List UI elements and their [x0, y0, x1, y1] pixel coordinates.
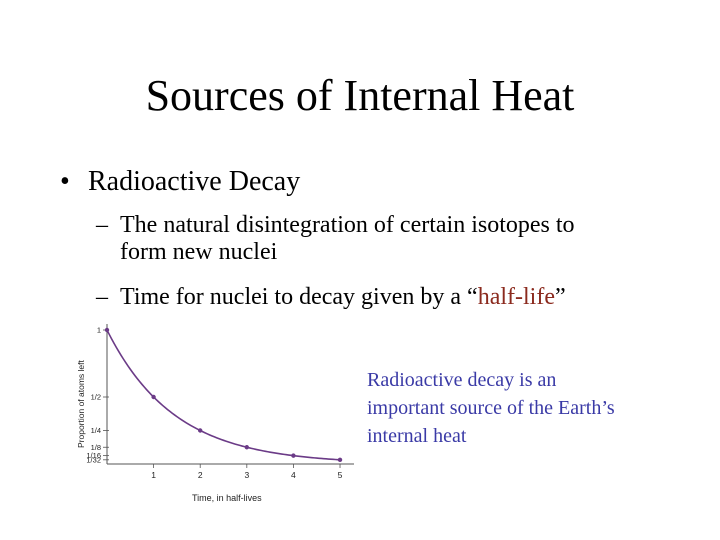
x-tick-label: 5	[338, 470, 343, 480]
subbullet-marker: –	[96, 284, 108, 310]
subbullet-text-line2: form new nuclei	[120, 239, 278, 265]
chart-ticks: 1 1/2 1/4 1/81/161/32 1 2 3 4 5	[86, 326, 342, 481]
subbullet-text-end: ”	[554, 284, 566, 310]
slide-title: Sources of Internal Heat	[145, 71, 575, 120]
y-tick-label: 1/32	[86, 455, 101, 464]
subbullet-text: Time for nuclei to decay given by a “	[120, 284, 478, 310]
subbullet-text-line1: The natural disintegration of certain is…	[120, 212, 575, 238]
bullet-text: Radioactive Decay	[88, 166, 301, 197]
data-point	[337, 457, 343, 463]
y-tick-label: 1	[97, 326, 101, 335]
data-point	[151, 394, 156, 400]
x-tick-label: 1	[151, 470, 156, 480]
data-point	[291, 453, 296, 458]
x-tick-label: 2	[198, 470, 203, 480]
data-point	[244, 445, 250, 450]
bullet-marker: •	[60, 166, 70, 197]
bullet-radioactive-decay: • Radioactive Decay	[60, 165, 300, 199]
x-tick-label: 4	[291, 470, 296, 480]
y-tick-label: 1/4	[91, 426, 101, 435]
data-point	[198, 428, 203, 433]
y-axis-label: Proportion of atoms left	[76, 359, 86, 448]
x-axis-label: Time, in half-lives	[192, 493, 262, 503]
y-tick-label: 1/2	[91, 393, 101, 402]
decay-curve	[106, 329, 341, 461]
half-life-term: half-life	[477, 284, 555, 310]
y-tick-label: 1/16	[86, 451, 101, 460]
half-life-decay-chart: 1 1/2 1/4 1/81/161/32 1 2 3 4 5 Time, in half-li…	[76, 324, 354, 503]
x-tick-label: 3	[244, 470, 249, 480]
chart-axes	[106, 324, 354, 465]
data-points	[104, 327, 343, 463]
subbullet-disintegration: – The natural disintegration of certain i…	[96, 212, 696, 266]
y-tick-label: 1/8	[91, 443, 101, 452]
subbullet-half-life: – Time for nuclei to decay given by a “ha…	[96, 284, 696, 311]
data-point	[104, 327, 110, 333]
callout-note: Radioactive decay is an important source…	[367, 369, 615, 447]
subbullet-marker: –	[96, 212, 108, 238]
